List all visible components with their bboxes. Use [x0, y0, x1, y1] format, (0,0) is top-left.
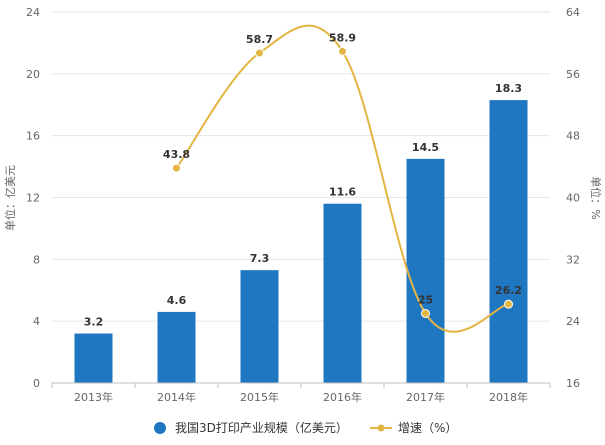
y-tick-label: 0 [33, 377, 40, 390]
y2-tick-label: 40 [566, 192, 580, 205]
bar [323, 203, 362, 383]
legend-bar-label: 我国3D打印产业规模（亿美元） [175, 420, 348, 435]
growth-point [172, 163, 181, 173]
y2-tick-label: 48 [566, 130, 580, 143]
y-tick-label: 20 [26, 68, 40, 81]
bar-data-label: 11.6 [329, 186, 356, 199]
growth-data-label: 58.7 [246, 33, 273, 46]
growth-point [504, 299, 513, 309]
bar [157, 311, 196, 383]
x-tick-label: 2018年 [489, 390, 528, 404]
y2-tick-label: 32 [566, 253, 580, 266]
growth-point [338, 46, 347, 56]
bar [74, 333, 113, 383]
growth-data-label: 26.2 [495, 284, 522, 297]
legend-line-label: 增速（%） [398, 421, 457, 435]
y-tick-label: 12 [26, 192, 40, 205]
y-axis-ticks: 0 4 8 12 16 20 24 [26, 6, 40, 390]
legend: 我国3D打印产业规模（亿美元） 增速（%） [154, 420, 457, 435]
legend-line-dot [377, 424, 385, 432]
y2-tick-label: 24 [566, 315, 580, 328]
line-series: 43.8 58.7 58.9 25 26.2 [163, 24, 522, 333]
y-axis-title: 单位：亿美元 [3, 165, 17, 231]
grid-lines [52, 11, 550, 322]
y2-axis-ticks: 16 24 32 40 48 56 64 [566, 6, 580, 390]
x-tick-label: 2017年 [406, 390, 445, 404]
growth-data-label: 58.9 [329, 31, 356, 44]
y2-tick-label: 56 [566, 68, 580, 81]
y-tick-label: 4 [33, 315, 40, 328]
growth-point [255, 48, 264, 58]
x-tick-label: 2016年 [323, 390, 362, 404]
bar [406, 158, 445, 383]
x-axis-ticks: 2013年 2014年 2015年 2016年 2017年 2018年 [51, 383, 551, 404]
legend-bar-marker [154, 422, 166, 434]
y-tick-label: 24 [26, 6, 40, 19]
x-tick-label: 2014年 [157, 390, 196, 404]
growth-data-label: 25 [418, 293, 433, 306]
bar [240, 270, 279, 383]
y-tick-label: 16 [26, 130, 40, 143]
x-tick-label: 2015年 [240, 390, 279, 404]
growth-point [421, 308, 430, 318]
bar-data-label: 3.2 [84, 316, 104, 329]
bar-data-label: 14.5 [412, 141, 439, 154]
bar [489, 100, 528, 384]
x-tick-label: 2013年 [74, 390, 113, 404]
y-tick-label: 8 [33, 253, 40, 266]
growth-data-label: 43.8 [163, 148, 190, 161]
bar-series: 3.2 4.6 7.3 11.6 14.5 18.3 [74, 82, 528, 384]
bar-data-label: 4.6 [167, 294, 187, 307]
y2-tick-label: 16 [566, 377, 580, 390]
bar-data-label: 7.3 [250, 252, 270, 265]
bar-data-label: 18.3 [495, 82, 522, 95]
y2-axis-title: 单位：% [589, 176, 603, 219]
growth-line [175, 24, 509, 333]
y2-tick-label: 64 [566, 6, 580, 19]
